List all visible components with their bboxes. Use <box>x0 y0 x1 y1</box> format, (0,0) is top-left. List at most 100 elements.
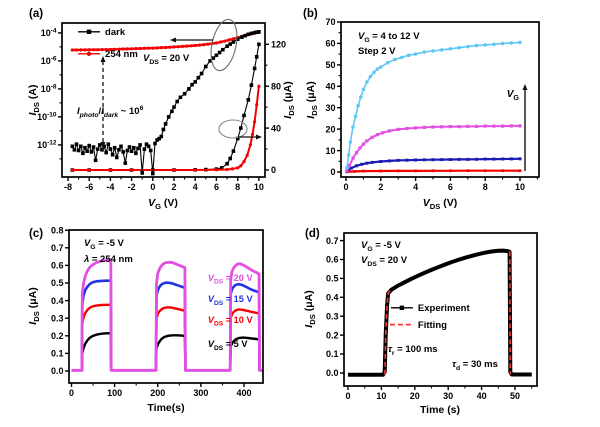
marker-square <box>257 30 261 34</box>
plot-box-d <box>343 232 538 387</box>
marker-square <box>166 115 171 119</box>
y-axis-title-b: IDS (μA) <box>305 81 319 118</box>
x-tick-label: 100 <box>107 388 122 398</box>
arrow-head <box>100 142 106 148</box>
marker-square <box>155 138 159 142</box>
annotation: 254 nm <box>105 49 138 60</box>
marker-square <box>214 53 219 58</box>
marker-circle <box>359 95 363 99</box>
x-tick-label: 40 <box>477 391 487 401</box>
y-tick-label: 70 <box>325 17 335 27</box>
panel-d: 0 10 20 30 40 50 Time (s) 0.0 0.1 0.2 0.3 0.4 0.5 0.6… <box>303 228 538 416</box>
annotation: VDS = 20 V <box>208 273 254 286</box>
marker-square <box>193 80 197 84</box>
marker-square <box>379 169 383 173</box>
annotation: λ = 254 nm <box>83 254 133 265</box>
marker-circle <box>104 48 108 52</box>
y-tick-label: 50 <box>325 60 335 70</box>
marker-square <box>123 161 128 165</box>
marker-square <box>349 166 353 170</box>
x-tick-label: 10 <box>376 391 386 401</box>
series-layer-b <box>345 40 522 174</box>
marker-square <box>243 33 247 38</box>
y-tick-label: 10-12 <box>37 139 57 150</box>
marker-circle <box>346 153 351 157</box>
marker-square <box>125 148 130 153</box>
y-tick-label: 10-10 <box>37 111 57 122</box>
y-tick-label: 0.6 <box>326 255 339 265</box>
marker-square <box>85 149 89 153</box>
marker-circle <box>193 43 197 48</box>
marker-circle <box>457 45 461 50</box>
marker-square <box>347 164 352 168</box>
x-tick-label: 0 <box>150 182 155 192</box>
annotation: Iphoto/Idark ~ 106 <box>77 105 144 119</box>
marker-circle <box>189 44 193 48</box>
marker-square <box>72 148 77 152</box>
marker-square <box>199 71 204 76</box>
marker-circle <box>168 45 172 49</box>
marker-square <box>219 166 224 170</box>
marker-square <box>208 59 212 63</box>
marker-circle <box>353 114 358 119</box>
marker-square <box>231 149 236 153</box>
y-tick-label: 10-8 <box>41 83 57 94</box>
marker-circle <box>193 168 197 172</box>
x-tick-label: 10 <box>515 182 525 192</box>
marker-square <box>422 125 426 129</box>
series-vg-4-6v <box>346 169 520 173</box>
y-axis-title-d: IDS (μA) <box>303 290 317 327</box>
annotation: VG <box>507 89 520 102</box>
annotation: VG = -5 V <box>361 240 402 253</box>
marker-square <box>414 158 418 162</box>
marker-square <box>106 142 111 146</box>
marker-square <box>172 105 176 109</box>
x-tick-label: 4 <box>193 182 198 192</box>
marker-square <box>170 109 174 114</box>
y-tick-label: 0.3 <box>51 313 64 323</box>
marker-circle <box>257 84 261 88</box>
marker-square <box>345 169 349 173</box>
panel-b: 0 2 4 6 8 10 VDS (V) 0 10 20 30 40 50 60 70 IDS (μA) VG … <box>303 8 540 211</box>
series-layer-a <box>70 30 261 176</box>
marker-square <box>399 305 405 310</box>
marker-circle <box>74 48 79 52</box>
plot-box-a <box>61 22 266 178</box>
marker-square <box>405 126 409 131</box>
marker-square <box>121 150 125 154</box>
panel-label-b: (b) <box>303 8 318 20</box>
marker-square <box>375 133 379 137</box>
marker-circle <box>509 41 514 45</box>
marker-square <box>70 144 75 149</box>
marker-circle <box>351 125 355 129</box>
y-tick-label: 0.5 <box>51 278 64 288</box>
y-tick-label: 0.1 <box>326 349 339 359</box>
panel-label-c: (c) <box>29 228 43 240</box>
marker-circle <box>239 164 243 168</box>
marker-square <box>365 139 369 143</box>
y-tick-label: 10 <box>325 146 335 156</box>
marker-square <box>228 42 232 46</box>
marker-square <box>362 169 365 173</box>
marker-square <box>509 124 513 128</box>
marker-circle <box>386 60 390 65</box>
arrow-head <box>256 134 262 140</box>
panel-label-d: (d) <box>305 228 320 240</box>
marker-square <box>153 141 157 146</box>
marker-square <box>431 158 435 162</box>
series-vg-10v <box>346 124 520 172</box>
arrow-head <box>170 37 176 43</box>
plot-box-b <box>340 21 540 178</box>
marker-square <box>414 169 417 173</box>
marker-square <box>74 142 79 146</box>
marker-circle <box>253 120 257 124</box>
marker-square <box>242 113 246 118</box>
marker-circle <box>214 41 218 45</box>
marker-square <box>246 32 251 37</box>
marker-circle <box>379 65 383 69</box>
y-tick-label: 0.6 <box>51 261 64 271</box>
marker-circle <box>172 45 176 49</box>
marker-square <box>95 147 100 151</box>
marker-square <box>501 169 504 173</box>
marker-circle <box>466 44 470 49</box>
